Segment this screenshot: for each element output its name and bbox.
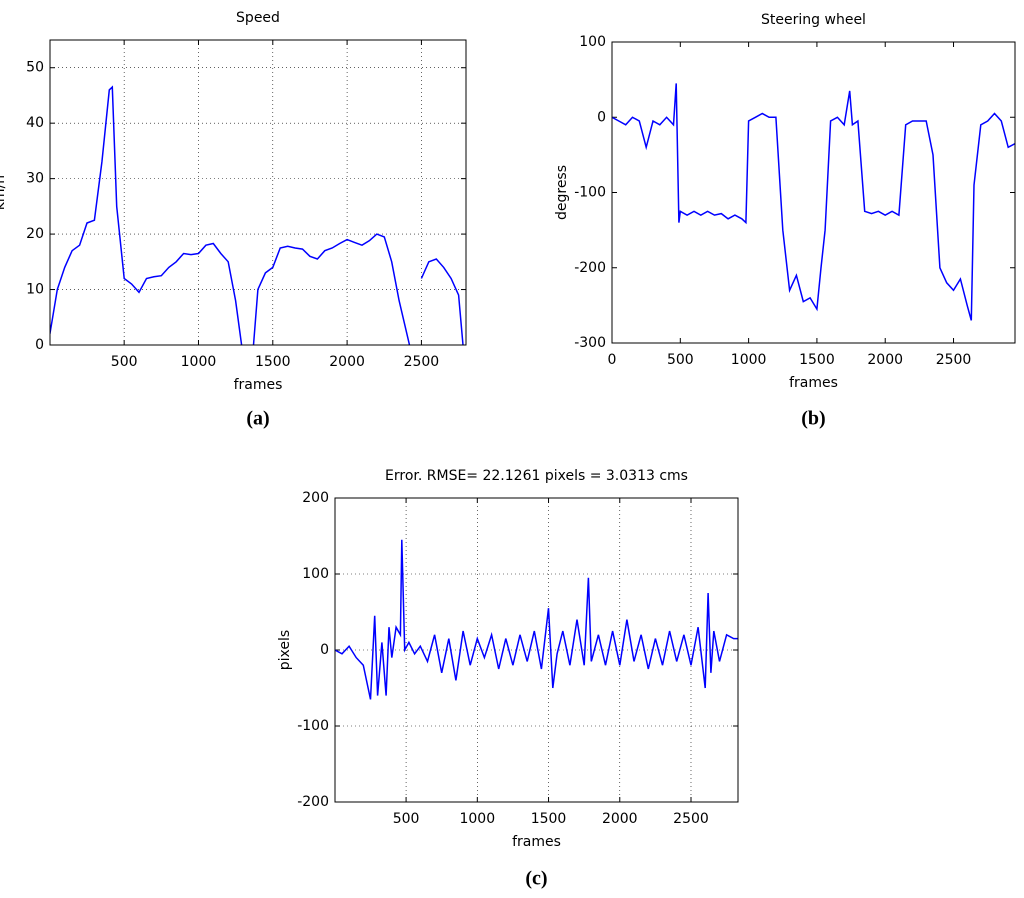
y-tick-label: -100: [574, 185, 606, 201]
x-tick-label: 2500: [936, 352, 972, 368]
y-tick-label: -300: [574, 335, 606, 351]
x-tick-label: 1000: [181, 354, 217, 370]
y-tick-label: -200: [297, 794, 329, 810]
chart-title: Steering wheel: [761, 12, 866, 28]
x-axis-label: frames: [512, 834, 561, 850]
x-axis-label: frames: [234, 377, 283, 393]
y-tick-label: 10: [26, 282, 44, 298]
x-tick-label: 2000: [329, 354, 365, 370]
chart-title: Speed: [236, 10, 280, 26]
x-tick-label: 500: [393, 811, 420, 827]
y-tick-label: 0: [320, 642, 329, 658]
x-axis-label: frames: [789, 375, 838, 391]
x-tick-label: 2000: [867, 352, 903, 368]
y-axis-label: degress: [554, 165, 570, 220]
x-tick-label: 2500: [673, 811, 709, 827]
y-tick-label: -200: [574, 260, 606, 276]
x-tick-label: 2500: [404, 354, 440, 370]
caption: (a): [246, 408, 269, 430]
plot-frame: [334, 497, 739, 803]
y-tick-label: -100: [297, 718, 329, 734]
x-tick-label: 1500: [531, 811, 567, 827]
caption: (b): [801, 408, 825, 430]
x-tick-label: 0: [608, 352, 617, 368]
data-line: [50, 85, 464, 345]
plot-area: [50, 40, 466, 345]
y-tick-label: 20: [26, 226, 44, 242]
chart-title: Error. RMSE= 22.1261 pixels = 3.0313 cms: [385, 468, 688, 484]
x-tick-label: 500: [667, 352, 694, 368]
y-axis-label: km/h: [0, 175, 8, 210]
x-tick-label: 500: [111, 354, 138, 370]
y-tick-label: 0: [597, 109, 606, 125]
data-line: [612, 83, 1015, 321]
x-tick-label: 1500: [799, 352, 835, 368]
y-axis-label: pixels: [277, 630, 293, 670]
data-line: [335, 539, 738, 700]
plot-frame: [611, 41, 1016, 344]
x-tick-label: 1500: [255, 354, 291, 370]
y-tick-label: 50: [26, 60, 44, 76]
y-tick-label: 200: [302, 490, 329, 506]
plot-area: [612, 42, 1015, 343]
y-tick-label: 100: [302, 566, 329, 582]
caption: (c): [525, 868, 547, 890]
y-tick-label: 40: [26, 115, 44, 131]
y-tick-label: 0: [35, 337, 44, 353]
plot-frame: [49, 39, 467, 346]
x-tick-label: 1000: [731, 352, 767, 368]
y-tick-label: 30: [26, 171, 44, 187]
x-tick-label: 1000: [459, 811, 495, 827]
y-tick-label: 100: [579, 34, 606, 50]
x-tick-label: 2000: [602, 811, 638, 827]
